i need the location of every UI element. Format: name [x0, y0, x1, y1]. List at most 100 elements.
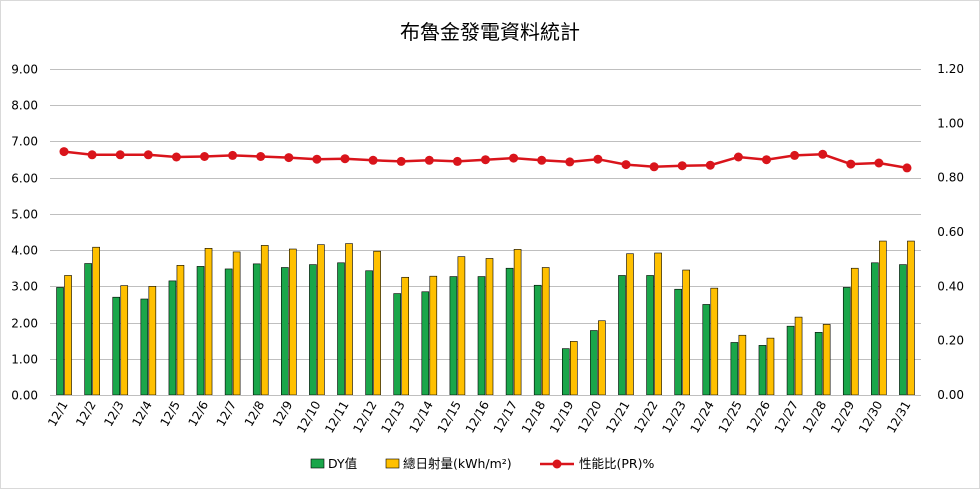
right-tick-label: 1.20: [937, 62, 964, 76]
bar-irradiance: [794, 316, 803, 396]
bar-dy: [730, 342, 739, 396]
bar-dy: [618, 275, 626, 396]
right-tick-label: 0.20: [937, 334, 964, 348]
legend-swatch-irradiance: [385, 458, 400, 469]
bar-irradiance: [92, 246, 100, 396]
bar-irradiance: [457, 256, 466, 396]
legend-swatch-dy: [310, 458, 325, 469]
bar-dy: [674, 288, 682, 396]
bar-dy: [871, 262, 879, 396]
bar-irradiance: [148, 286, 157, 396]
bar-dy: [702, 304, 711, 396]
pr-point: [256, 152, 266, 161]
bar-irradiance: [879, 240, 887, 396]
bar-irradiance: [513, 249, 522, 396]
pr-point: [424, 155, 434, 165]
pr-point: [818, 149, 828, 159]
left-tick-label: 6.00: [11, 172, 38, 186]
pr-point: [312, 154, 322, 164]
legend-item-dy: DY值: [310, 456, 357, 471]
bar-irradiance: [260, 245, 269, 396]
pr-point: [368, 155, 378, 165]
bar-dy: [84, 263, 92, 396]
bar-irradiance: [907, 240, 915, 396]
left-tick-label: 7.00: [11, 135, 38, 149]
legend-label-irradiance: 總日射量(kWh/m²): [403, 456, 512, 471]
bar-dy: [814, 332, 823, 396]
legend-item-irradiance: 總日射量(kWh/m²): [385, 456, 512, 471]
bar-dy: [393, 293, 402, 396]
pr-point: [677, 161, 687, 171]
left-tick-label: 8.00: [11, 99, 38, 113]
bar-irradiance: [373, 250, 381, 396]
pr-point: [565, 157, 575, 167]
bar-dy: [758, 345, 767, 396]
bar-dy: [168, 280, 177, 396]
bar-irradiance: [738, 334, 747, 396]
legend-marker-pr: [552, 459, 562, 469]
left-tick-label: 4.00: [11, 244, 38, 258]
pr-point: [705, 160, 715, 170]
bar-irradiance: [541, 267, 550, 396]
bar-dy: [252, 263, 261, 396]
pr-point: [846, 159, 856, 169]
bar-irradiance: [401, 276, 410, 396]
pr-point: [621, 160, 631, 170]
bar-irradiance: [289, 248, 297, 396]
left-tick-label: 2.00: [11, 317, 38, 331]
pr-point: [593, 154, 603, 164]
bar-irradiance: [317, 244, 325, 396]
bar-dy: [421, 291, 430, 396]
bar-dy: [56, 287, 64, 396]
bar-irradiance: [64, 275, 72, 396]
bar-dy: [365, 270, 373, 396]
line-series: [59, 147, 912, 173]
chart-title: 布魯金發電資料統計: [400, 20, 580, 44]
right-tick-label: 0.00: [937, 388, 964, 402]
bar-irradiance: [682, 269, 690, 396]
bar-dy: [899, 264, 907, 396]
pr-point: [733, 152, 743, 162]
bar-dy: [842, 287, 851, 396]
bar-series: [56, 240, 915, 396]
pr-point: [115, 150, 125, 160]
bar-dy: [590, 330, 598, 396]
bar-irradiance: [429, 275, 438, 396]
right-tick-label: 0.60: [937, 225, 964, 239]
pr-point: [59, 147, 69, 157]
bar-dy: [646, 275, 654, 396]
bar-irradiance: [850, 267, 859, 396]
legend: DY值 總日射量(kWh/m²) 性能比(PR)%: [310, 456, 654, 471]
bar-dy: [140, 298, 149, 396]
bar-dy: [112, 296, 121, 396]
pr-point: [790, 150, 800, 160]
pr-point: [228, 150, 238, 160]
bar-dy: [561, 348, 570, 396]
pr-point: [874, 158, 884, 168]
left-tick-label: 1.00: [11, 353, 38, 367]
pr-point: [762, 155, 771, 165]
left-axis-tick-labels: 0.00 1.00 2.00 3.00 4.00 5.00 6.00 7.00 8.00 9.00: [11, 63, 38, 403]
gridlines: [50, 69, 921, 360]
bar-dy: [449, 276, 458, 396]
legend-item-pr: 性能比(PR)%: [540, 456, 654, 471]
pr-point: [200, 152, 209, 161]
bar-irradiance: [120, 285, 129, 396]
left-tick-label: 9.00: [11, 63, 38, 77]
right-axis-tick-labels: 0.00 0.20 0.40 0.60 0.80 1.00 1.20: [937, 62, 964, 402]
pr-point: [902, 163, 912, 173]
pr-point: [649, 162, 659, 172]
bar-irradiance: [232, 251, 241, 396]
bar-dy: [224, 268, 233, 396]
left-tick-label: 5.00: [11, 208, 38, 222]
bar-irradiance: [569, 341, 578, 396]
pr-point: [284, 153, 294, 163]
pr-point: [452, 156, 462, 166]
bar-irradiance: [766, 337, 775, 396]
bar-irradiance: [204, 248, 213, 396]
bar-irradiance: [710, 287, 719, 396]
bar-irradiance: [176, 265, 185, 396]
bar-dy: [533, 284, 542, 396]
